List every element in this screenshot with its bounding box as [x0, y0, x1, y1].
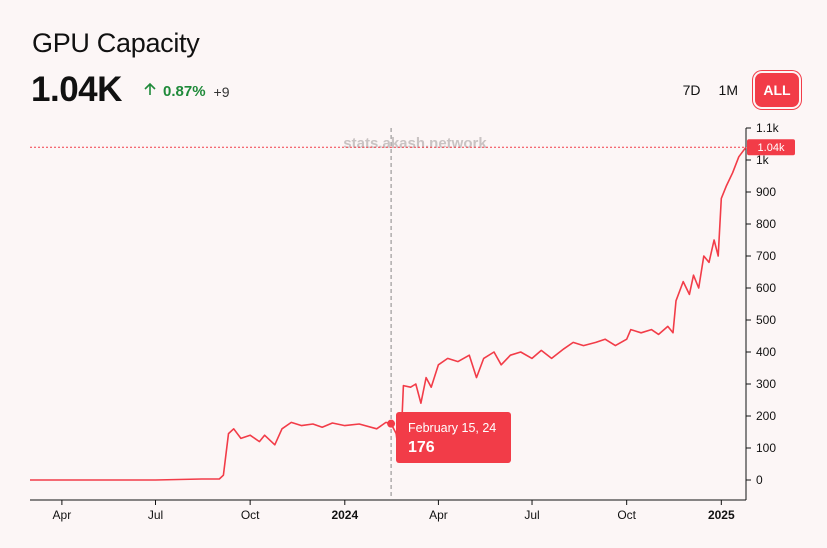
x-tick-label: Apr [429, 508, 448, 522]
x-tick-label: Jul [148, 508, 163, 522]
y-tick-label: 200 [756, 409, 776, 423]
y-tick-label: 0 [756, 473, 763, 487]
current-value-tag: 1.04k [747, 139, 795, 156]
change-percent: 0.87% [163, 83, 206, 100]
tooltip: February 15, 24 176 [396, 412, 511, 463]
page-title: GPU Capacity [32, 28, 200, 58]
x-tick-label: Oct [617, 508, 636, 522]
x-tick-label: Apr [53, 508, 72, 522]
x-tick-label: Oct [241, 508, 260, 522]
y-tick-label: 600 [756, 281, 776, 295]
y-tick-label: 400 [756, 345, 776, 359]
y-tick-label: 100 [756, 441, 776, 455]
y-tick-label: 800 [756, 217, 776, 231]
y-tick-label: 1.1k [756, 121, 780, 135]
tooltip-date: February 15, 24 [408, 421, 497, 435]
range-selector: 7D 1M ALL [674, 73, 799, 107]
y-tick-label: 700 [756, 249, 776, 263]
x-tick-label: 2025 [708, 508, 735, 522]
y-tick-label: 1k [756, 153, 770, 167]
y-tick-label: 300 [756, 377, 776, 391]
current-value: 1.04K [31, 70, 122, 109]
series-line [30, 146, 747, 481]
range-all-button[interactable]: ALL [755, 73, 799, 107]
range-7d-button[interactable]: 7D [682, 82, 701, 98]
current-value-label: 1.04k [758, 142, 785, 154]
hover-point [387, 419, 396, 428]
x-tick-label: Jul [524, 508, 539, 522]
y-tick-label: 500 [756, 313, 776, 327]
tooltip-value: 176 [408, 439, 435, 456]
y-tick-label: 900 [756, 185, 776, 199]
arrow-up-icon [142, 81, 158, 102]
range-1m-button[interactable]: 1M [718, 82, 738, 98]
x-tick-label: 2024 [331, 508, 358, 522]
change-absolute: +9 [213, 83, 230, 100]
change-indicator: 0.87% +9 [142, 81, 230, 102]
watermark: stats.akash.network [343, 135, 487, 152]
